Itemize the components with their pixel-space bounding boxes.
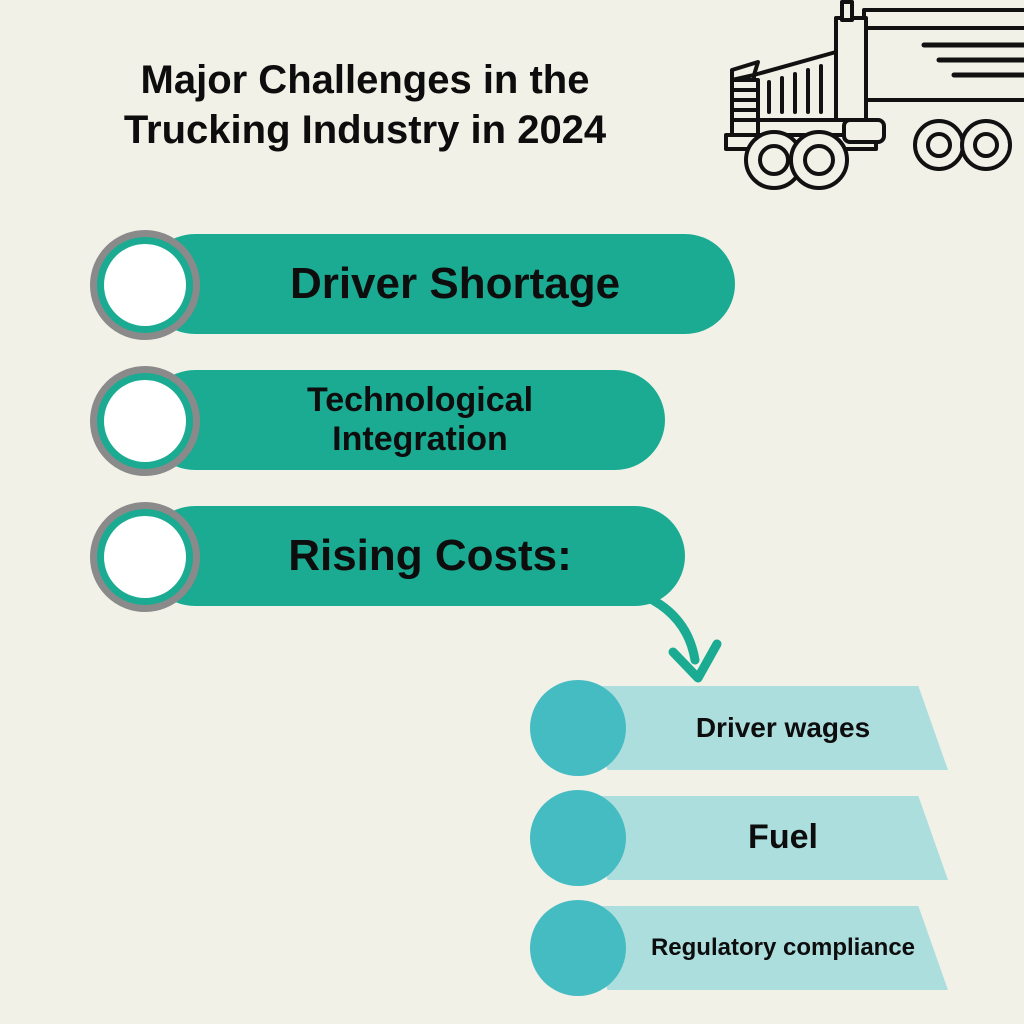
- dot-icon: [530, 790, 626, 886]
- page-title: Major Challenges in the Trucking Industr…: [110, 55, 620, 155]
- bullet-icon: [90, 366, 200, 476]
- arrow-icon: [595, 580, 735, 700]
- bullet-icon: [90, 502, 200, 612]
- truck-icon: [724, 0, 1024, 200]
- subitem-fuel: Fuel: [578, 796, 948, 880]
- subitem-regulatory: Regulatory compliance: [578, 906, 948, 990]
- bullet-icon: [90, 230, 200, 340]
- subitem-driver-wages: Driver wages: [578, 686, 948, 770]
- pill-tech-integration: Technological Integration: [145, 370, 665, 470]
- dot-icon: [530, 900, 626, 996]
- dot-icon: [530, 680, 626, 776]
- pill-driver-shortage: Driver Shortage: [145, 234, 735, 334]
